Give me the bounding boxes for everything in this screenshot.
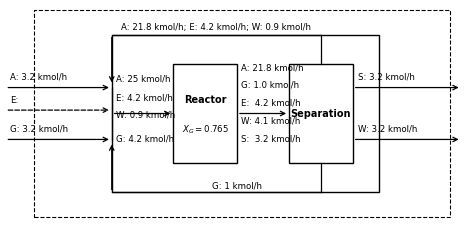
Text: W: 4.1 kmol/h: W: 4.1 kmol/h: [241, 117, 300, 126]
Text: A: 3.2 kmol/h: A: 3.2 kmol/h: [10, 73, 67, 82]
Text: A: 25 kmol/h: A: 25 kmol/h: [117, 74, 171, 83]
Text: G: 4.2 kmol/h: G: 4.2 kmol/h: [117, 135, 174, 144]
Text: E:: E:: [10, 96, 18, 105]
Text: W: 0.9 kmol/h: W: 0.9 kmol/h: [117, 110, 176, 119]
Text: $X_G = 0.765$: $X_G = 0.765$: [182, 123, 228, 136]
Text: G: 3.2 kmol/h: G: 3.2 kmol/h: [10, 125, 68, 134]
Text: A: 21.8 kmol/h: A: 21.8 kmol/h: [241, 64, 303, 73]
Text: E: 4.2 kmol/h: E: 4.2 kmol/h: [117, 93, 173, 102]
Text: W: 3.2 kmol/h: W: 3.2 kmol/h: [357, 125, 417, 134]
Text: G: 1.0 kmol/h: G: 1.0 kmol/h: [241, 81, 299, 90]
Bar: [173, 64, 237, 163]
Text: S:  3.2 kmol/h: S: 3.2 kmol/h: [241, 135, 301, 144]
Text: G: 1 kmol/h: G: 1 kmol/h: [212, 181, 262, 190]
Bar: [34, 10, 450, 217]
Text: Reactor: Reactor: [184, 95, 227, 105]
Text: E:  4.2 kmol/h: E: 4.2 kmol/h: [241, 99, 301, 108]
Bar: [112, 35, 379, 192]
Text: Separation: Separation: [291, 109, 351, 118]
Bar: [289, 64, 353, 163]
Text: S: 3.2 kmol/h: S: 3.2 kmol/h: [357, 73, 414, 82]
Text: A: 21.8 kmol/h; E: 4.2 kmol/h; W: 0.9 kmol/h: A: 21.8 kmol/h; E: 4.2 kmol/h; W: 0.9 km…: [121, 23, 311, 32]
